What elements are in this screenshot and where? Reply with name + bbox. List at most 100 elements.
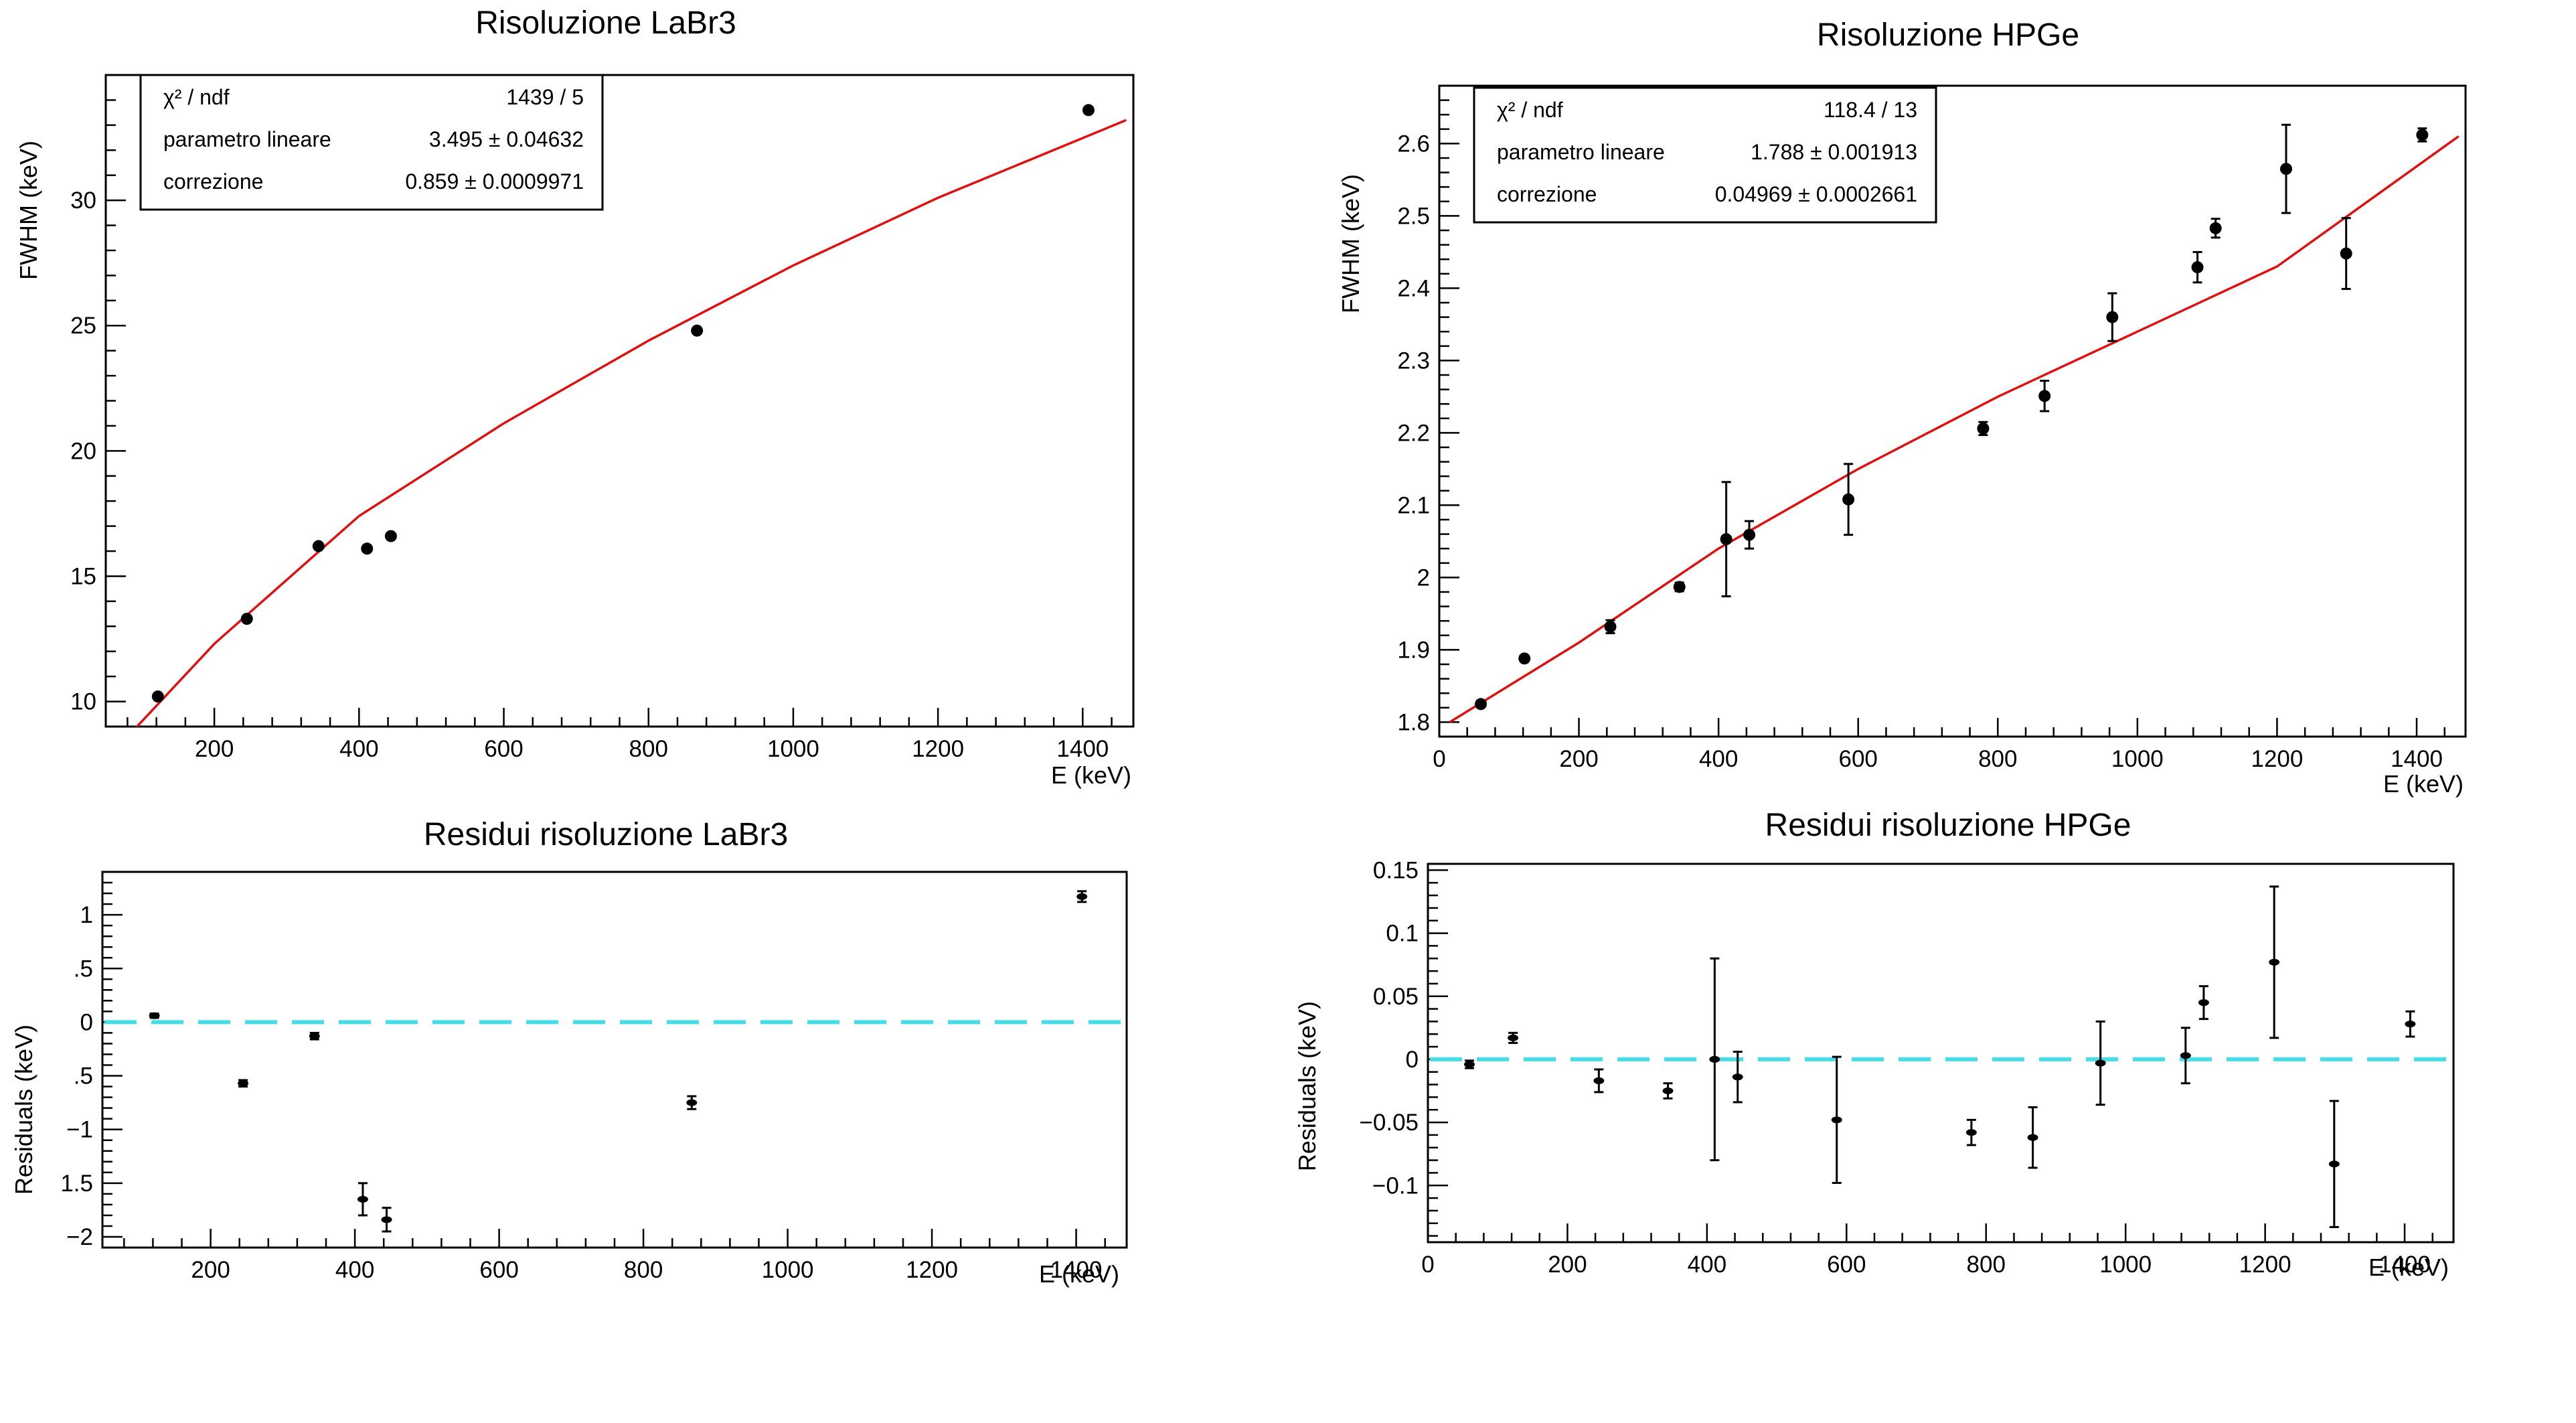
marker [384,530,397,542]
marker [2198,999,2209,1006]
x-tick-label: 400 [1699,746,1738,772]
marker [2191,261,2204,274]
fit-curve [135,119,1127,727]
y-tick-label: −1 [66,1117,93,1143]
data-point [1732,1051,1743,1104]
marker [1662,1088,1674,1094]
y-tick-label: 15 [70,563,96,589]
marker [2279,163,2292,175]
data-point [1662,1082,1674,1100]
data-point [309,1031,320,1041]
data-point [357,1182,368,1217]
y-tick-label: 2 [1417,565,1430,591]
y-tick-label: 20 [70,438,96,464]
marker [1709,1055,1720,1063]
marker [1732,1073,1743,1081]
y-tick-label: −0.05 [1359,1110,1419,1136]
x-tick-label: 200 [195,736,234,762]
y-tick-label: 1 [80,902,93,928]
y-tick-label: 0.1 [1386,921,1419,947]
x-tick-label: 1000 [2111,746,2164,772]
chart-title: Residui risoluzione LaBr3 [424,817,788,852]
marker [2095,1059,2106,1067]
data-point [2328,1100,2340,1228]
x-tick-label: 1200 [2239,1252,2291,1278]
x-tick-label: 600 [484,736,523,762]
x-tick-label: 800 [624,1257,663,1283]
data-point [1673,581,1686,593]
x-tick-label: 600 [1827,1252,1866,1278]
marker [2038,390,2051,402]
marker [151,690,164,703]
y-tick-label: 2.5 [1397,203,1430,229]
x-tick-label: 400 [1688,1252,1726,1278]
marker [686,1099,698,1106]
x-tick-label: 1200 [912,736,964,762]
stats-label: parametro lineare [163,127,331,151]
data-point [2191,250,2204,284]
marker [1743,528,1756,541]
hpge-res-chart: Residui risoluzione HPGe 0 200 400 600 800 100… [1293,808,2455,1281]
data-point [1720,481,1733,597]
x-tick-label: 1000 [762,1257,814,1283]
marker [2328,1160,2340,1168]
data-point [384,530,397,542]
y-tick-label: .5 [74,956,93,982]
data-point [1076,890,1088,903]
stats-box-frame [1473,86,1937,224]
x-tick-label: 600 [479,1257,518,1283]
x-tick-label: 0 [1421,1252,1434,1278]
labr3-fit-chart: Risoluzione LaBr3 200 400 600 800 1000 1200 140… [15,5,1135,789]
data-point [1475,698,1487,710]
marker [240,613,253,625]
marker [309,1033,320,1040]
data-point [2269,885,2280,1039]
stats-value: 0.859 ± 0.0009971 [405,169,584,194]
y-axis-label: Residuals (keV) [10,1025,37,1195]
data-point [2038,380,2051,413]
chart-title: Residui risoluzione HPGe [1765,808,2131,843]
marker [1475,698,1487,710]
marker [1508,1034,1519,1041]
x-tick-label: 0 [1433,746,1445,772]
plot-frame [1438,84,2467,738]
data-point [2180,1027,2191,1085]
x-tick-label: 1000 [767,736,819,762]
data-point [2027,1106,2038,1169]
marker [1593,1077,1605,1084]
y-tick-label: 1.5 [60,1171,93,1197]
y-axis-label: Residuals (keV) [1293,1001,1321,1171]
marker [2180,1052,2191,1059]
data-point [312,540,325,552]
stats-value: 0.04969 ± 0.0002661 [1715,182,1917,206]
x-tick-label: 400 [335,1257,374,1283]
data-point [2405,1010,2416,1038]
x-tick-label: 200 [191,1257,230,1283]
y-axis-label: FWHM (keV) [15,141,42,280]
y-tick-label: 2.1 [1397,492,1430,518]
x-tick-label: 1400 [2379,1252,2431,1278]
data-point [686,1095,698,1110]
marker [1518,652,1531,665]
x-tick-label: 400 [339,736,378,762]
marker [2416,129,2429,141]
data-point [2095,1020,2106,1106]
data-point [2340,217,2352,290]
data-point [1709,957,1720,1162]
y-tick-label: 0 [80,1009,93,1035]
data-point [2106,292,2119,342]
y-tick-label: 25 [70,313,96,339]
marker [1082,104,1095,117]
marker [1965,1129,1977,1136]
stats-label: χ² / ndf [1497,98,1563,122]
x-axis-label: E (keV) [2368,1254,2449,1281]
data-point [1518,652,1531,665]
data-point [1842,463,1855,536]
data-point [1831,1055,1842,1184]
data-point [238,1079,249,1088]
data-point [1464,1059,1475,1069]
chart-title: Risoluzione HPGe [1817,17,2079,53]
data-point [2416,127,2429,143]
y-tick-label: 10 [70,689,96,715]
